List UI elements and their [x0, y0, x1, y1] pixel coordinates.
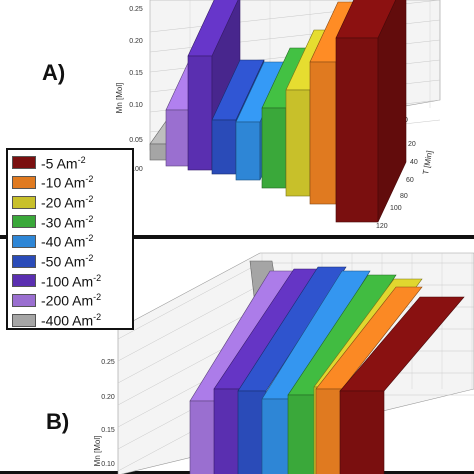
panel-b: 0.100.150.200.250.30Mn [Mol] B) [0, 238, 474, 474]
surface-bar-b [315, 286, 423, 474]
legend-item: -50 Am-2 [12, 251, 128, 271]
legend-swatch [12, 215, 36, 229]
panel-label-a: A) [42, 60, 66, 85]
y-axis-label: Mn [Mol] [93, 436, 102, 467]
legend-item: -200 Am-2 [12, 291, 128, 311]
legend-item: -40 Am-2 [12, 232, 128, 252]
x-tick-label: 100 [390, 205, 402, 212]
legend-swatch [12, 235, 36, 249]
surface-bar-b [213, 268, 323, 474]
x-tick-label: 20 [408, 141, 416, 148]
legend-item: -100 Am-2 [12, 271, 128, 291]
y-tick-label: 0.20 [101, 394, 115, 401]
legend-item: -10 Am-2 [12, 173, 128, 193]
y-tick-label: 0.10 [129, 102, 143, 109]
legend-label: -400 Am-2 [41, 312, 102, 329]
legend-label: -200 Am-2 [41, 292, 102, 309]
legend-item: -30 Am-2 [12, 212, 128, 232]
legend-swatch [12, 313, 36, 327]
legend: -5 Am-2 -10 Am-2 -20 Am-2 -30 Am-2 -40 Am-2 -… [6, 148, 134, 330]
surface-bar-b [261, 270, 371, 474]
y-tick-label: 0.25 [129, 6, 143, 13]
surface-bar-b [287, 274, 397, 474]
legend-items: -5 Am-2 -10 Am-2 -20 Am-2 -30 Am-2 -40 Am-2 -… [12, 153, 128, 330]
legend-label: -20 Am-2 [41, 193, 94, 211]
y-tick-label: 0.20 [129, 38, 143, 45]
surface-bar-a [335, 0, 407, 223]
x-axis-label: T [Min] [421, 150, 434, 176]
legend-label: -50 Am-2 [41, 252, 94, 270]
legend-item: -20 Am-2 [12, 192, 128, 212]
y-axis-label: Mn [Mol] [115, 83, 124, 114]
legend-swatch [12, 254, 36, 268]
panel-label-b: B) [46, 409, 70, 434]
x-tick-label: 120 [376, 223, 388, 230]
x-tick-label: 60 [406, 177, 414, 184]
y-tick-label: 0.15 [129, 70, 143, 77]
y-tick-label: 0.00 [129, 166, 143, 173]
y-tick-label: 0.05 [129, 137, 143, 144]
legend-label: -100 Am-2 [41, 272, 102, 290]
legend-item: -5 Am-2 [12, 153, 128, 173]
y-tick-label: 0.10 [101, 461, 115, 468]
legend-swatch [12, 195, 36, 209]
legend-swatch [12, 294, 36, 308]
y-tick-label: 0.25 [101, 359, 115, 366]
legend-label: -40 Am-2 [41, 233, 94, 250]
legend-item: -400 Am-2 [12, 311, 128, 331]
legend-label: -10 Am-2 [41, 174, 94, 191]
x-tick-label: 80 [400, 193, 408, 200]
legend-swatch [12, 156, 36, 170]
legend-label: -30 Am-2 [41, 213, 94, 231]
legend-swatch [12, 274, 36, 288]
legend-label: -5 Am-2 [41, 154, 86, 172]
surface-bar-b [339, 296, 465, 474]
chart-b-canvas: 0.100.150.200.250.30Mn [Mol] [93, 252, 474, 474]
y-tick-label: 0.15 [101, 427, 115, 434]
legend-swatch [12, 176, 36, 190]
x-tick-label: 40 [410, 159, 418, 166]
surface-bar-b [237, 266, 347, 474]
